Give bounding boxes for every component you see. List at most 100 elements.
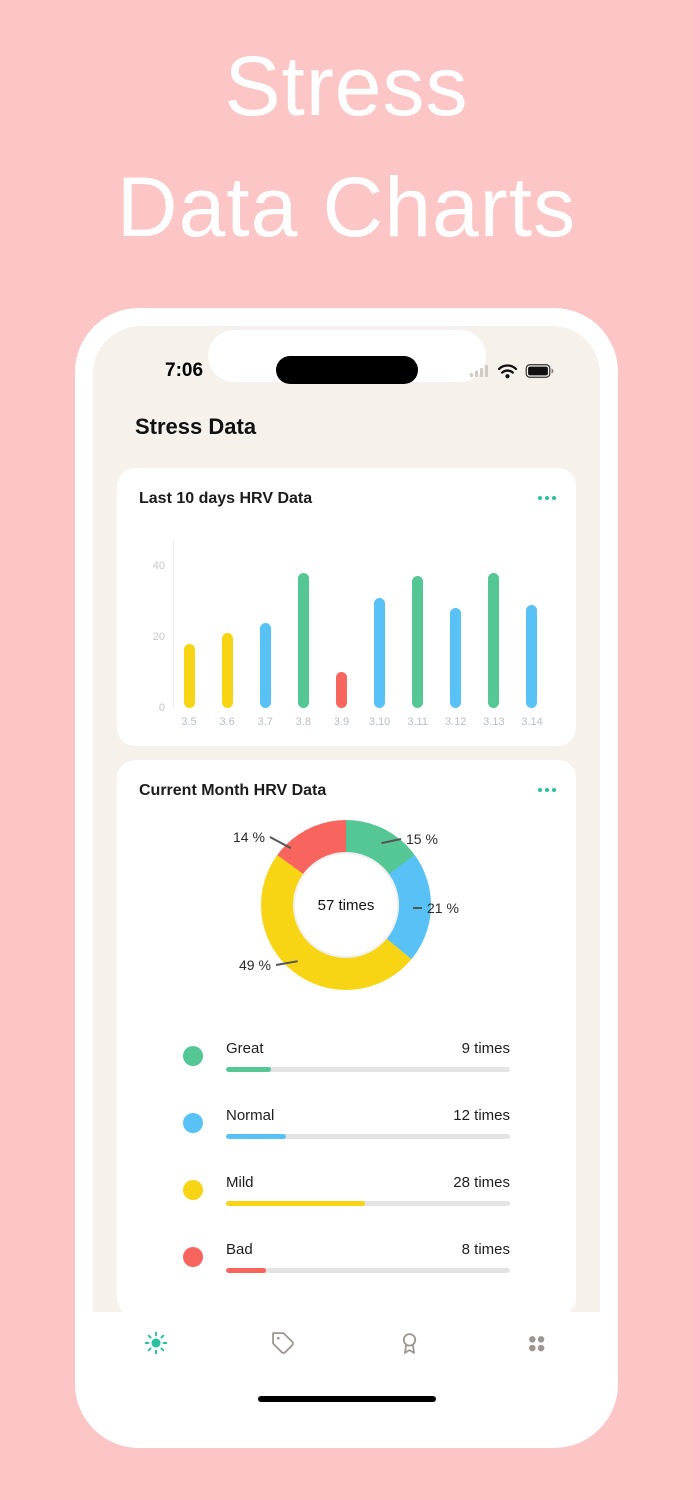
bar[interactable] — [259, 622, 271, 708]
legend-progress-fill — [226, 1134, 286, 1139]
legend-row-text: Normal 12 times — [226, 1107, 510, 1124]
hero-title: Stress Data Charts — [0, 0, 693, 268]
legend-name: Mild — [226, 1174, 254, 1191]
callout-mild: 49 % — [239, 957, 298, 973]
bar[interactable] — [374, 597, 386, 708]
bar-column: 3.9 — [334, 548, 349, 728]
tab-stress-active[interactable] — [141, 1328, 171, 1358]
donut-center-label: 57 times — [293, 852, 399, 958]
status-icons — [470, 363, 554, 379]
legend-progress-fill — [226, 1201, 366, 1206]
x-axis-label: 3.14 — [521, 716, 543, 728]
bar-column: 3.11 — [407, 548, 428, 728]
wifi-icon — [497, 364, 518, 379]
y-axis-tick: 20 — [152, 630, 165, 643]
legend-name: Bad — [226, 1241, 253, 1258]
legend-row-body: Normal 12 times — [226, 1107, 510, 1139]
callout-great-label: 15 % — [406, 831, 438, 847]
bar[interactable] — [488, 572, 500, 708]
legend-row-body: Mild 28 times — [226, 1174, 510, 1206]
bar-chart-card: Last 10 days HRV Data 0 20 40 3.5 3.6 3.7 3.8… — [117, 468, 576, 746]
legend-name: Normal — [226, 1107, 275, 1124]
phone-mockup: 7:06 Stress — [75, 308, 618, 1448]
notch — [275, 356, 418, 384]
bar[interactable] — [412, 576, 424, 708]
legend-value: 8 times — [461, 1241, 510, 1258]
legend-color-dot — [183, 1046, 203, 1066]
legend-row-text: Mild 28 times — [226, 1174, 510, 1191]
donut-card-title: Current Month HRV Data — [139, 782, 327, 799]
bar-column: 3.10 — [369, 548, 390, 728]
legend-name: Great — [226, 1040, 264, 1057]
bar-chart-bars: 3.5 3.6 3.7 3.8 3.9 3.10 3.11 3.12 3.13 3.14 — [181, 548, 543, 728]
callout-normal: 21 % — [413, 900, 459, 916]
bar-column: 3.7 — [258, 548, 273, 728]
callout-bad-label: 14 % — [233, 829, 265, 845]
ellipsis-menu-icon[interactable] — [538, 788, 556, 792]
callout-bad: 14 % — [233, 829, 294, 849]
bar[interactable] — [526, 604, 538, 708]
tab-achievements[interactable] — [395, 1328, 425, 1358]
legend-value: 28 times — [453, 1174, 510, 1191]
ellipsis-menu-icon[interactable] — [538, 496, 556, 500]
bar-column: 3.12 — [445, 548, 466, 728]
legend-progress-fill — [226, 1268, 266, 1273]
grid-dots-icon — [529, 1335, 545, 1351]
bar-card-title: Last 10 days HRV Data — [139, 490, 313, 507]
tab-tags[interactable] — [268, 1328, 298, 1358]
legend-row: Great 9 times — [183, 1040, 510, 1072]
legend-color-dot — [183, 1180, 203, 1200]
donut-chart-card: Current Month HRV Data 57 times 14 % 15 … — [117, 760, 576, 1316]
battery-icon — [525, 364, 554, 378]
legend-progress-track — [226, 1067, 510, 1072]
x-axis-label: 3.11 — [407, 716, 428, 728]
bar[interactable] — [221, 633, 233, 708]
y-axis-line — [173, 540, 174, 708]
bar-column: 3.8 — [296, 548, 311, 728]
status-time: 7:06 — [165, 360, 204, 381]
bar[interactable] — [335, 672, 347, 708]
bar[interactable] — [183, 644, 195, 708]
x-axis-label: 3.13 — [483, 716, 505, 728]
legend-row: Mild 28 times — [183, 1174, 510, 1206]
bar-chart-yticks: 0 20 40 — [139, 548, 165, 714]
bar[interactable] — [450, 608, 462, 708]
y-axis-tick: 40 — [152, 559, 165, 572]
callout-great: 15 % — [381, 831, 438, 847]
x-axis-label: 3.12 — [445, 716, 467, 728]
legend-progress-track — [226, 1268, 510, 1273]
legend-color-dot — [183, 1113, 203, 1133]
brightness-icon — [145, 1331, 168, 1355]
legend-row: Bad 8 times — [183, 1241, 510, 1273]
callout-line — [269, 836, 292, 849]
home-indicator[interactable] — [257, 1396, 436, 1402]
legend-value: 12 times — [453, 1107, 510, 1124]
legend-row-body: Bad 8 times — [226, 1241, 510, 1273]
award-icon — [403, 1332, 417, 1354]
donut-chart[interactable]: 57 times — [261, 820, 431, 990]
legend-list: Great 9 times Normal 12 times Mild 28 times Ba… — [183, 1040, 510, 1308]
legend-progress-fill — [226, 1067, 272, 1072]
tab-bar — [93, 1312, 600, 1430]
bar[interactable] — [297, 572, 309, 708]
x-axis-label: 3.7 — [257, 716, 273, 728]
legend-row: Normal 12 times — [183, 1107, 510, 1139]
legend-progress-track — [226, 1134, 510, 1139]
x-axis-label: 3.5 — [181, 716, 197, 728]
legend-row-text: Great 9 times — [226, 1040, 510, 1057]
x-axis-label: 3.8 — [295, 716, 311, 728]
legend-color-dot — [183, 1247, 203, 1267]
page-title: Stress Data — [135, 414, 257, 439]
bar-chart: 0 20 40 3.5 3.6 3.7 3.8 3.9 3.10 3.11 3.12 3.13 3.1… — [139, 540, 558, 728]
cellular-signal-icon — [470, 365, 488, 377]
callout-mild-label: 49 % — [239, 957, 271, 973]
y-axis-tick: 0 — [158, 702, 165, 714]
callout-line — [413, 907, 422, 909]
callout-line — [275, 960, 298, 966]
status-bar: 7:06 — [165, 358, 554, 384]
hero-title-line1: Stress — [224, 39, 469, 133]
tab-more[interactable] — [522, 1328, 552, 1358]
bar-column: 3.6 — [219, 548, 235, 728]
callout-normal-label: 21 % — [427, 900, 459, 916]
tag-icon — [271, 1331, 294, 1354]
